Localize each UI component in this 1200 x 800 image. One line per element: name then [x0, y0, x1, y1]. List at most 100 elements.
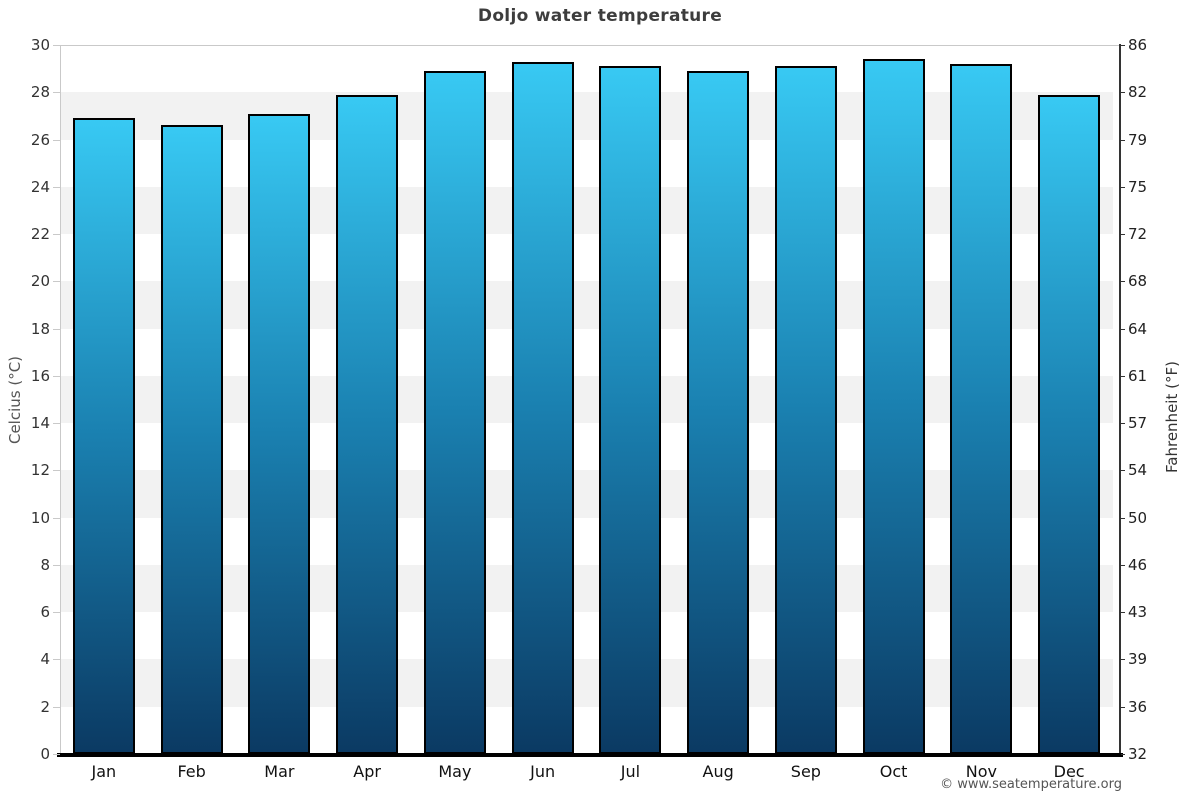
- y-tick-celsius-28: 28: [30, 83, 50, 102]
- left-axis-tick: [53, 564, 60, 566]
- x-tick-feb: Feb: [177, 762, 206, 781]
- grid-band: [60, 281, 1113, 329]
- bar-jan: [72, 118, 135, 754]
- y-tick-celsius-24: 24: [30, 177, 50, 196]
- y-tick-fahrenheit-54: 54: [1128, 461, 1148, 480]
- right-axis-tick: [1121, 754, 1125, 755]
- left-axis-tick: [53, 470, 60, 472]
- bar-sep: [774, 66, 837, 754]
- left-axis-tick: [53, 706, 60, 708]
- bar-aug: [687, 70, 750, 754]
- plot-top-border: [60, 45, 1119, 46]
- left-axis-tick: [53, 139, 60, 141]
- x-tick-oct: Oct: [879, 762, 908, 781]
- y-tick-fahrenheit-75: 75: [1128, 177, 1148, 196]
- y-tick-fahrenheit-64: 64: [1128, 319, 1148, 338]
- bar-jun: [511, 61, 574, 754]
- right-axis-tick: [1121, 423, 1125, 425]
- y-tick-celsius-0: 0: [40, 745, 50, 763]
- y-tick-fahrenheit-46: 46: [1128, 555, 1148, 574]
- y-axis-title-fahrenheit: Fahrenheit (°F): [1163, 361, 1181, 473]
- bar-dec: [1038, 94, 1101, 754]
- bar-apr: [336, 94, 399, 754]
- left-axis-line: [60, 45, 61, 754]
- y-tick-fahrenheit-82: 82: [1128, 83, 1148, 102]
- grid-band: [60, 45, 1113, 93]
- bar-may: [423, 70, 486, 754]
- right-axis-tick: [1121, 328, 1125, 330]
- grid-band: [60, 659, 1113, 707]
- x-tick-aug: Aug: [702, 762, 734, 781]
- bar-feb: [160, 125, 223, 754]
- y-tick-fahrenheit-32: 32: [1128, 745, 1148, 763]
- right-axis-tick: [1121, 186, 1125, 188]
- y-tick-fahrenheit-39: 39: [1128, 650, 1148, 669]
- x-tick-may: May: [438, 762, 472, 781]
- grid-band: [60, 517, 1113, 565]
- left-axis-tick: [53, 423, 60, 425]
- y-tick-fahrenheit-68: 68: [1128, 272, 1148, 291]
- right-axis-tick: [1121, 612, 1125, 614]
- bar-jul: [599, 66, 662, 754]
- left-axis-tick: [53, 754, 60, 755]
- y-tick-celsius-6: 6: [40, 603, 50, 622]
- grid-band: [60, 234, 1113, 282]
- grid-band: [60, 375, 1113, 424]
- right-axis-tick: [1121, 706, 1125, 708]
- right-axis-tick: [1121, 564, 1125, 566]
- y-tick-fahrenheit-43: 43: [1128, 603, 1148, 622]
- y-tick-celsius-26: 26: [30, 130, 50, 149]
- right-axis-tick: [1121, 517, 1125, 519]
- x-tick-apr: Apr: [353, 762, 381, 781]
- left-axis-tick: [53, 234, 60, 236]
- left-axis-tick: [53, 45, 60, 46]
- y-tick-celsius-18: 18: [30, 319, 50, 338]
- y-tick-celsius-4: 4: [40, 650, 50, 669]
- right-axis-tick: [1121, 470, 1125, 472]
- y-tick-fahrenheit-57: 57: [1128, 414, 1148, 433]
- left-axis-tick: [53, 186, 60, 188]
- right-axis-tick: [1121, 45, 1125, 46]
- left-axis-tick: [53, 517, 60, 519]
- x-tick-mar: Mar: [264, 762, 295, 781]
- y-tick-celsius-12: 12: [30, 461, 50, 480]
- y-tick-celsius-30: 30: [30, 36, 50, 54]
- left-axis-tick: [53, 659, 60, 661]
- x-tick-jun: Jun: [530, 762, 556, 781]
- right-axis-line: [1119, 44, 1121, 756]
- right-axis-tick: [1121, 659, 1125, 661]
- y-tick-fahrenheit-86: 86: [1128, 36, 1148, 54]
- y-tick-celsius-10: 10: [30, 508, 50, 527]
- x-tick-jul: Jul: [620, 762, 641, 781]
- x-tick-jan: Jan: [91, 762, 117, 781]
- grid-band: [60, 564, 1113, 613]
- grid-band: [60, 139, 1113, 187]
- y-tick-fahrenheit-50: 50: [1128, 508, 1148, 527]
- y-tick-celsius-20: 20: [30, 272, 50, 291]
- left-axis-tick: [53, 281, 60, 283]
- right-axis-tick: [1121, 92, 1125, 94]
- right-axis-tick: [1121, 139, 1125, 141]
- copyright-text: © www.seatemperature.org: [940, 777, 1122, 792]
- right-axis-tick: [1121, 281, 1125, 283]
- left-axis-tick: [53, 92, 60, 94]
- x-axis-baseline: [57, 753, 1123, 757]
- grid-band: [60, 423, 1113, 471]
- grid-band: [60, 612, 1113, 660]
- y-tick-fahrenheit-36: 36: [1128, 697, 1148, 716]
- x-tick-nov: Nov: [965, 762, 997, 781]
- left-axis-tick: [53, 375, 60, 377]
- bar-oct: [862, 59, 925, 754]
- grid-band: [60, 470, 1113, 518]
- right-axis-tick: [1121, 234, 1125, 236]
- left-axis-tick: [53, 328, 60, 330]
- y-tick-celsius-22: 22: [30, 225, 50, 244]
- bar-mar: [248, 113, 311, 754]
- right-axis-tick: [1121, 375, 1125, 377]
- grid-band: [60, 186, 1113, 235]
- y-tick-fahrenheit-72: 72: [1128, 225, 1148, 244]
- left-axis-tick: [53, 612, 60, 614]
- grid-band: [60, 706, 1113, 754]
- y-tick-celsius-8: 8: [40, 555, 50, 574]
